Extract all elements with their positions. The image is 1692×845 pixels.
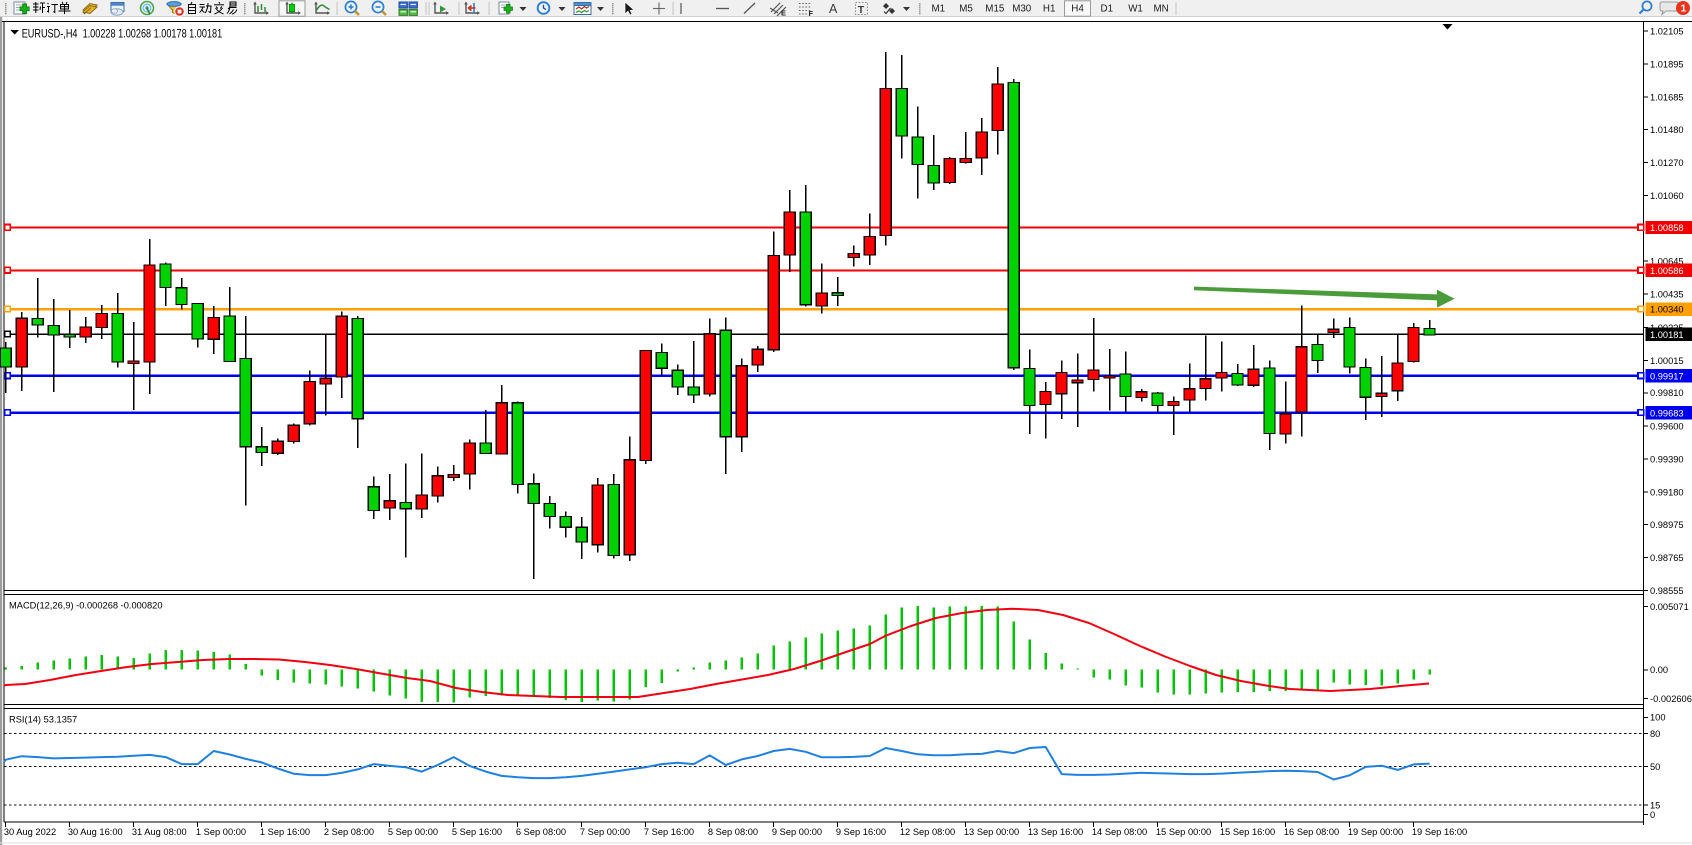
- svg-text:M15: M15: [985, 4, 1005, 15]
- svg-text:1.00340: 1.00340: [1650, 305, 1684, 315]
- svg-text:15 Sep 16:00: 15 Sep 16:00: [1220, 827, 1275, 837]
- svg-text:M1: M1: [932, 4, 946, 15]
- svg-text:0.99917: 0.99917: [1650, 371, 1684, 381]
- svg-text:31 Aug 08:00: 31 Aug 08:00: [132, 827, 187, 837]
- svg-text:1.00181: 1.00181: [1650, 330, 1684, 340]
- svg-text:0.98975: 0.98975: [1650, 520, 1684, 530]
- svg-text:19 Sep 16:00: 19 Sep 16:00: [1412, 827, 1467, 837]
- svg-text:E: E: [781, 9, 786, 18]
- svg-text:30 Aug 16:00: 30 Aug 16:00: [68, 827, 123, 837]
- svg-text:0.99810: 0.99810: [1650, 388, 1684, 398]
- svg-text:0.99683: 0.99683: [1650, 408, 1684, 418]
- svg-text:5 Sep 00:00: 5 Sep 00:00: [388, 827, 438, 837]
- svg-text:0.99180: 0.99180: [1650, 488, 1684, 498]
- svg-text:RSI(14) 53.1357: RSI(14) 53.1357: [9, 715, 77, 725]
- svg-text:1.00858: 1.00858: [1650, 223, 1684, 233]
- svg-text:9 Sep 16:00: 9 Sep 16:00: [836, 827, 886, 837]
- svg-text:1.01480: 1.01480: [1650, 125, 1684, 135]
- svg-text:D1: D1: [1101, 4, 1114, 15]
- svg-text:1.00645: 1.00645: [1650, 257, 1684, 267]
- svg-text:1.01270: 1.01270: [1650, 158, 1684, 168]
- svg-text:W1: W1: [1128, 4, 1143, 15]
- svg-text:8 Sep 08:00: 8 Sep 08:00: [708, 827, 758, 837]
- svg-text:0.005071: 0.005071: [1650, 602, 1689, 612]
- svg-text:13 Sep 00:00: 13 Sep 00:00: [964, 827, 1019, 837]
- svg-text:1.00586: 1.00586: [1650, 266, 1684, 276]
- svg-text:M30: M30: [1012, 4, 1032, 15]
- svg-text:13 Sep 16:00: 13 Sep 16:00: [1028, 827, 1083, 837]
- svg-text:16 Sep 08:00: 16 Sep 08:00: [1284, 827, 1339, 837]
- svg-text:2 Sep 08:00: 2 Sep 08:00: [324, 827, 374, 837]
- svg-text:1: 1: [1681, 3, 1687, 15]
- svg-text:0.99390: 0.99390: [1650, 454, 1684, 464]
- svg-text:5 Sep 16:00: 5 Sep 16:00: [452, 827, 502, 837]
- svg-text:30 Aug 2022: 30 Aug 2022: [4, 827, 56, 837]
- svg-text:0.98555: 0.98555: [1650, 586, 1684, 596]
- svg-text:7 Sep 16:00: 7 Sep 16:00: [644, 827, 694, 837]
- svg-text:1.00015: 1.00015: [1650, 356, 1684, 366]
- svg-text:19 Sep 00:00: 19 Sep 00:00: [1348, 827, 1403, 837]
- svg-text:M5: M5: [959, 4, 973, 15]
- svg-text:15: 15: [1650, 800, 1660, 810]
- svg-text:EURUSD-,H4 1.00228 1.00268 1.: EURUSD-,H4 1.00228 1.00268 1.00178 1.001…: [22, 28, 223, 41]
- svg-text:6 Sep 08:00: 6 Sep 08:00: [516, 827, 566, 837]
- svg-text:50: 50: [1650, 762, 1660, 772]
- svg-text:A: A: [829, 2, 838, 16]
- svg-text:1.00435: 1.00435: [1650, 290, 1684, 300]
- svg-text:0: 0: [1650, 810, 1655, 820]
- svg-text:1.01895: 1.01895: [1650, 59, 1684, 69]
- svg-text:0.98765: 0.98765: [1650, 553, 1684, 563]
- svg-text:MN: MN: [1154, 4, 1169, 15]
- svg-text:1 Sep 16:00: 1 Sep 16:00: [260, 827, 310, 837]
- svg-text:9 Sep 00:00: 9 Sep 00:00: [772, 827, 822, 837]
- svg-text:1.01060: 1.01060: [1650, 191, 1684, 201]
- svg-text:1.01685: 1.01685: [1650, 93, 1684, 103]
- svg-text:14 Sep 08:00: 14 Sep 08:00: [1092, 827, 1147, 837]
- svg-text:100: 100: [1650, 713, 1666, 723]
- svg-text:T: T: [858, 4, 865, 16]
- svg-text:1.02105: 1.02105: [1650, 26, 1684, 36]
- svg-text:0.00: 0.00: [1650, 665, 1668, 675]
- svg-text:0.99600: 0.99600: [1650, 421, 1684, 431]
- svg-text:H4: H4: [1071, 4, 1084, 15]
- svg-text:7 Sep 00:00: 7 Sep 00:00: [580, 827, 630, 837]
- svg-text:80: 80: [1650, 729, 1660, 739]
- svg-text:15 Sep 00:00: 15 Sep 00:00: [1156, 827, 1211, 837]
- svg-text:-0.002606: -0.002606: [1650, 694, 1692, 704]
- svg-text:F: F: [809, 9, 814, 18]
- svg-text:H1: H1: [1043, 4, 1056, 15]
- svg-text:1 Sep 00:00: 1 Sep 00:00: [196, 827, 246, 837]
- svg-text:MACD(12,26,9) -0.000268 -0.000: MACD(12,26,9) -0.000268 -0.000820: [9, 601, 163, 611]
- svg-text:12 Sep 08:00: 12 Sep 08:00: [900, 827, 955, 837]
